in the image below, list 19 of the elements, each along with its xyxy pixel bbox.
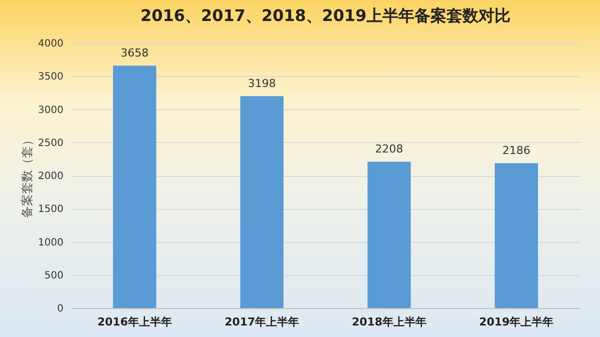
y-tick-label: 3000 xyxy=(38,104,64,116)
y-tick-label: 0 xyxy=(57,304,64,314)
y-tick-label: 3500 xyxy=(38,72,64,83)
y-axis-title: 备案套数（套） xyxy=(20,134,34,218)
x-tick-label: 2016年上半年 xyxy=(97,316,172,328)
y-tick-label: 2000 xyxy=(38,171,64,182)
data-label: 2186 xyxy=(502,144,530,158)
y-tick-label: 1000 xyxy=(38,237,64,248)
x-tick-label: 2019年上半年 xyxy=(479,316,554,328)
y-tick-label: 4000 xyxy=(38,38,64,50)
x-tick-label: 2018年上半年 xyxy=(352,316,426,328)
y-tick-label: 500 xyxy=(44,270,64,282)
x-tick-label: 2017年上半年 xyxy=(224,316,300,328)
y-tick-label: 1500 xyxy=(38,204,64,216)
data-label: 3198 xyxy=(248,77,276,90)
data-label: 2208 xyxy=(375,142,404,156)
data-label: 3658 xyxy=(120,46,149,60)
chart-title: 2016、2017、2018、2019上半年备案套数对比 xyxy=(140,6,511,25)
y-tick-label: 2500 xyxy=(38,138,64,149)
